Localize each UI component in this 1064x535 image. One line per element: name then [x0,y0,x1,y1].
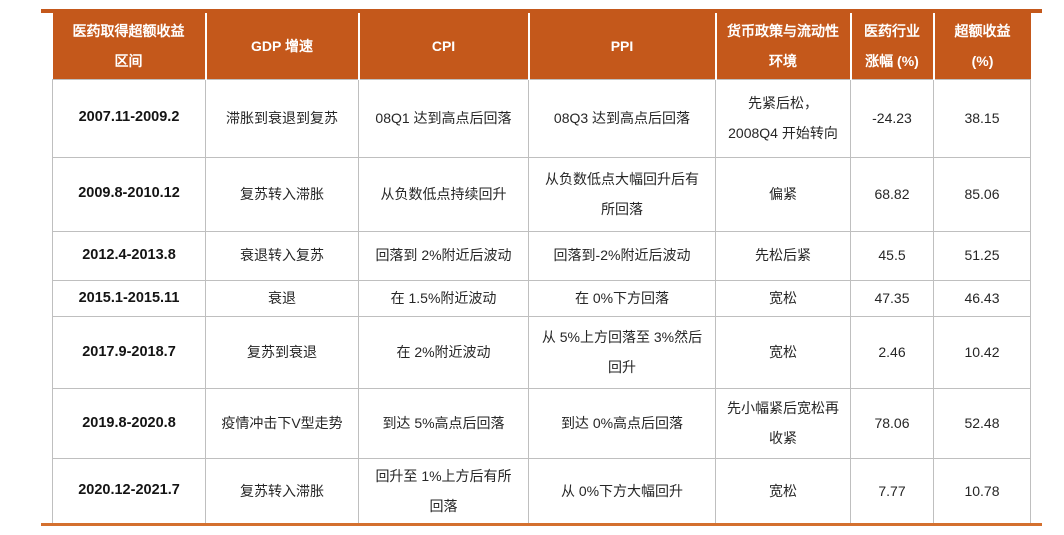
table-header: 医药取得超额收益 区间 GDP 增速 CPI PPI 货币政策与流动性 环境 医药行业 涨… [52,13,1031,80]
table-row: 2012.4-2013.8 衰退转入复苏 回落到 2%附近后波动 回落到-2%附近后波… [52,230,1031,281]
cell-policy: 宽松 [715,457,851,524]
cell-period: 2009.8-2010.12 [52,156,206,232]
cell-ppi: 从负数低点大幅回升后有 所回落 [528,156,716,232]
cell-excess_return: 38.15 [933,78,1031,158]
cell-industry_gain: 68.82 [850,156,934,232]
cell-ppi: 回落到-2%附近后波动 [528,230,716,281]
cell-policy: 偏紧 [715,156,851,232]
cell-cpi: 从负数低点持续回升 [358,156,529,232]
cell-ppi: 从 0%下方大幅回升 [528,457,716,524]
top-accent-rule [41,9,1042,13]
cell-industry_gain: 78.06 [850,387,934,459]
column-header-policy: 货币政策与流动性 环境 [714,13,851,80]
cell-gdp: 复苏到衰退 [205,315,359,389]
cell-industry_gain: -24.23 [850,78,934,158]
cell-industry_gain: 7.77 [850,457,934,524]
column-header-gdp: GDP 增速 [204,13,359,80]
cell-excess_return: 51.25 [933,230,1031,281]
header-row: 医药取得超额收益 区间 GDP 增速 CPI PPI 货币政策与流动性 环境 医药行业 涨… [52,13,1031,80]
bottom-accent-rule [41,523,1042,526]
cell-gdp: 疫情冲击下V型走势 [205,387,359,459]
cell-gdp: 复苏转入滞胀 [205,156,359,232]
cell-ppi: 在 0%下方回落 [528,279,716,317]
cell-cpi: 到达 5%高点后回落 [358,387,529,459]
column-header-cpi: CPI [357,13,529,80]
cell-period: 2019.8-2020.8 [52,387,206,459]
cell-policy: 宽松 [715,279,851,317]
table-row: 2017.9-2018.7 复苏到衰退在 2%附近波动从 5%上方回落至 3%然后… [52,315,1031,389]
cell-gdp: 滞胀到衰退到复苏 [205,78,359,158]
cell-period: 2020.12-2021.7 [52,457,206,524]
column-header-excess_return: 超额收益 (%) [932,13,1031,80]
table-row: 2015.1-2015.11 衰退在 1.5%附近波动在 0%下方回落 宽松 47.3… [52,279,1031,317]
table-row: 2019.8-2020.8 疫情冲击下V型走势 到达 5%高点后回落 到达 0%高点后… [52,387,1031,459]
cell-period: 2012.4-2013.8 [52,230,206,281]
cell-ppi: 从 5%上方回落至 3%然后 回升 [528,315,716,389]
cell-policy: 先小幅紧后宽松再 收紧 [715,387,851,459]
cell-ppi: 到达 0%高点后回落 [528,387,716,459]
cell-gdp: 衰退 [205,279,359,317]
column-header-period: 医药取得超额收益 区间 [52,13,206,80]
cell-ppi: 08Q3 达到高点后回落 [528,78,716,158]
cell-excess_return: 85.06 [933,156,1031,232]
cell-industry_gain: 45.5 [850,230,934,281]
table-row: 2007.11-2009.2 滞胀到衰退到复苏 08Q1 达到高点后回落 08Q3 达… [52,78,1031,158]
cell-excess_return: 10.42 [933,315,1031,389]
cell-cpi: 在 1.5%附近波动 [358,279,529,317]
cell-cpi: 回升至 1%上方后有所 回落 [358,457,529,524]
cell-policy: 先松后紧 [715,230,851,281]
column-header-industry_gain: 医药行业 涨幅 (%) [849,13,934,80]
pharma-macro-cycle-table: 医药取得超额收益 区间 GDP 增速 CPI PPI 货币政策与流动性 环境 医药行业 涨… [52,13,1031,524]
cell-industry_gain: 47.35 [850,279,934,317]
cell-industry_gain: 2.46 [850,315,934,389]
table-body: 2007.11-2009.2 滞胀到衰退到复苏 08Q1 达到高点后回落 08Q3 达… [52,78,1031,524]
cell-excess_return: 46.43 [933,279,1031,317]
cell-policy: 宽松 [715,315,851,389]
cell-cpi: 回落到 2%附近后波动 [358,230,529,281]
cell-period: 2007.11-2009.2 [52,78,206,158]
cell-period: 2015.1-2015.11 [52,279,206,317]
cell-period: 2017.9-2018.7 [52,315,206,389]
cell-cpi: 08Q1 达到高点后回落 [358,78,529,158]
cell-gdp: 衰退转入复苏 [205,230,359,281]
table-row: 2020.12-2021.7 复苏转入滞胀 回升至 1%上方后有所 回落从 0%下方… [52,457,1031,524]
table-row: 2009.8-2010.12 复苏转入滞胀 从负数低点持续回升 从负数低点大幅回升后有… [52,156,1031,232]
cell-gdp: 复苏转入滞胀 [205,457,359,524]
cell-cpi: 在 2%附近波动 [358,315,529,389]
cell-excess_return: 10.78 [933,457,1031,524]
cell-excess_return: 52.48 [933,387,1031,459]
cell-policy: 先紧后松， 2008Q4 开始转向 [715,78,851,158]
column-header-ppi: PPI [527,13,716,80]
